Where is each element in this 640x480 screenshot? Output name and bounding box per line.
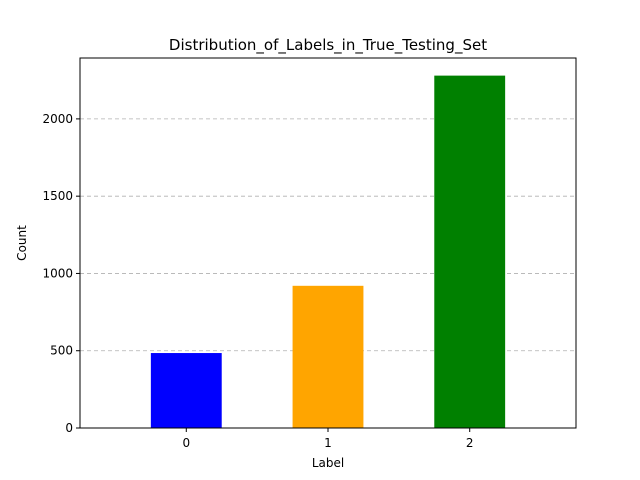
y-tick-label: 1500 [42,189,73,203]
x-tick-label: 1 [324,436,332,450]
x-tick-label: 2 [466,436,474,450]
x-axis: 0 1 2 [182,428,474,450]
x-tick-label: 0 [182,436,190,450]
bars [150,75,506,428]
x-axis-label: Label [312,456,344,470]
bar-label-0 [150,353,222,428]
bar-label-2 [434,75,506,428]
chart-title: Distribution_of_Labels_in_True_Testing_S… [169,36,487,55]
y-tick-label: 1000 [42,266,73,280]
bar-label-1 [292,285,364,428]
y-tick-label: 2000 [42,112,73,126]
y-tick-label: 0 [65,421,73,435]
y-axis: 0 500 1000 1500 2000 [42,112,80,435]
y-tick-label: 500 [50,344,73,358]
y-axis-label: Count [15,225,29,261]
